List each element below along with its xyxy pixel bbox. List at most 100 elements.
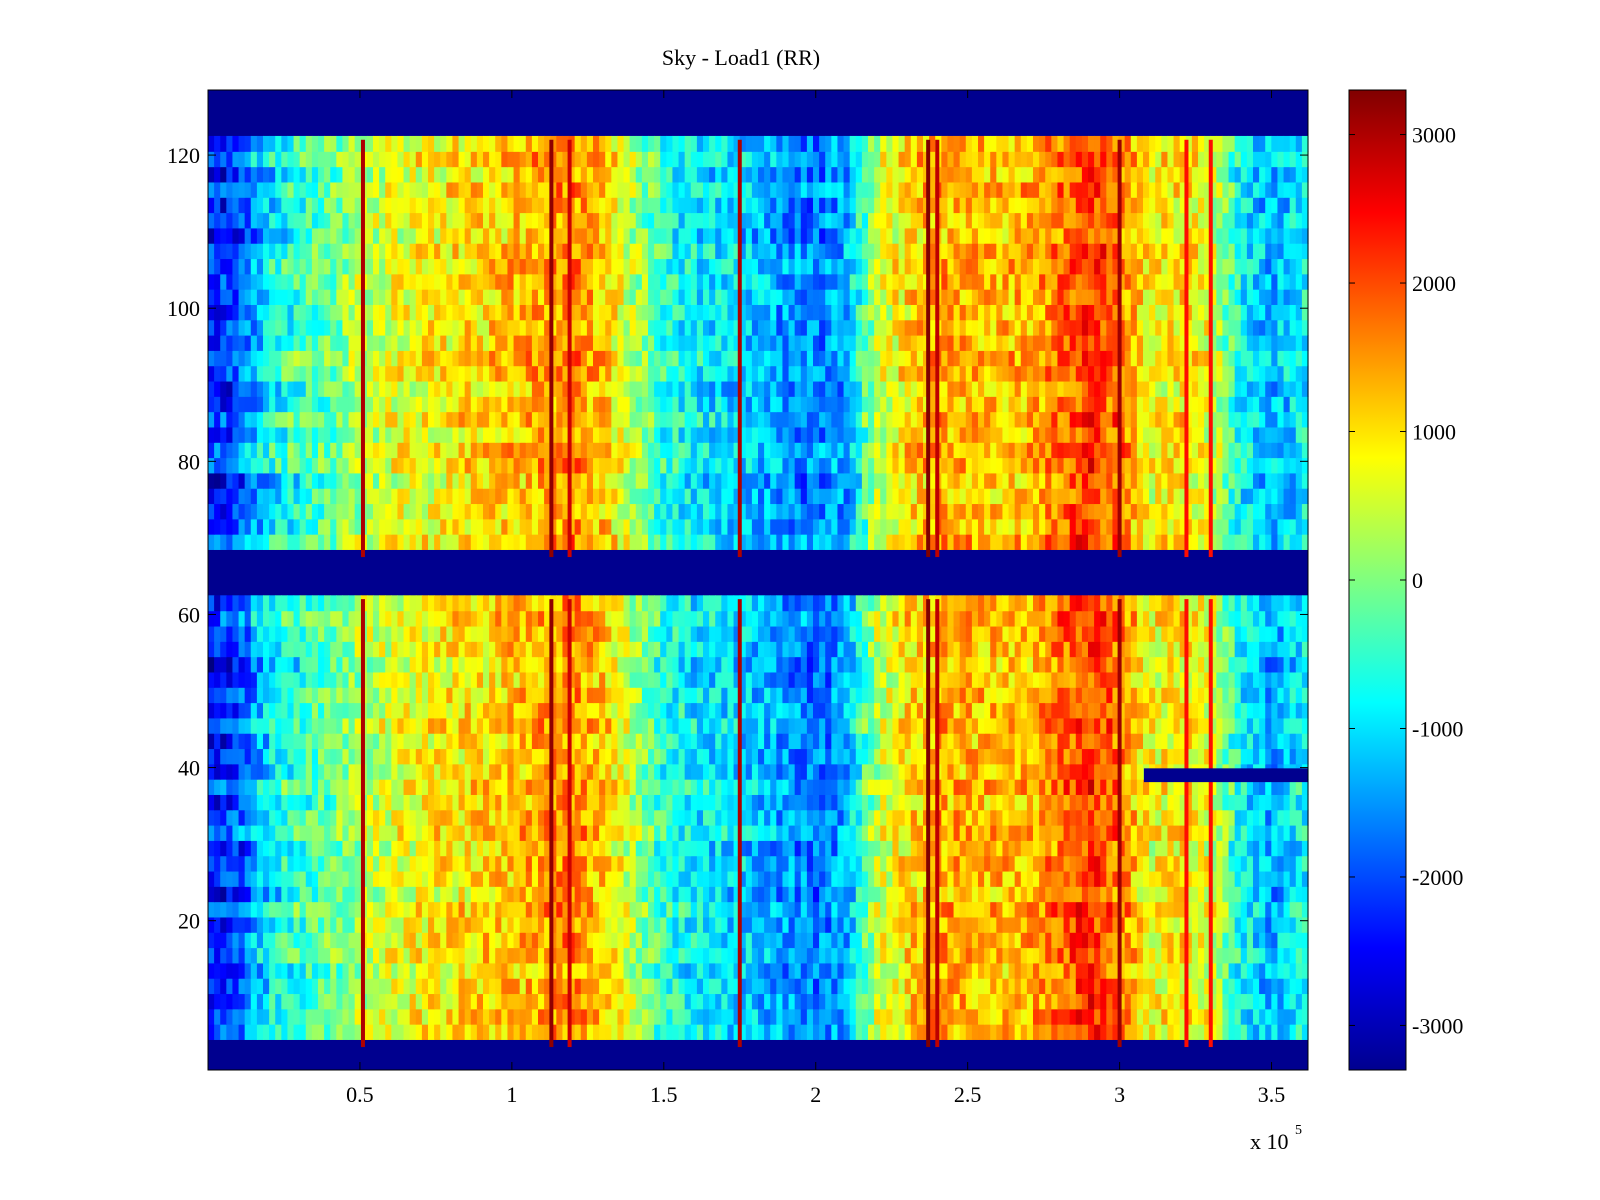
heatmap-cell [311,855,319,872]
heatmap-cell [238,671,246,688]
heatmap-cell [1008,702,1016,719]
heatmap-cell [348,748,356,765]
heatmap-cell [605,809,612,826]
heatmap-cell [1246,901,1254,918]
heatmap-cell [501,671,509,688]
heatmap-cell [263,610,270,627]
heatmap-cell [1057,1024,1065,1040]
heatmap-cell [452,763,460,780]
heatmap-cell [696,886,704,903]
heatmap-cell [1002,886,1010,903]
heatmap-cell [916,916,924,933]
heatmap-cell [593,779,600,795]
heatmap-cell [1185,932,1193,949]
heatmap-cell [758,656,765,673]
heatmap-cell [1112,779,1120,795]
heatmap-cell [593,855,600,872]
heatmap-cell [208,794,215,811]
heatmap-cell [446,916,454,933]
heatmap-cell [483,733,490,750]
heatmap-cell [1124,886,1132,903]
heatmap-cell [910,978,918,995]
heatmap-cell [849,886,857,903]
heatmap-cell [617,916,625,933]
heatmap-cell [1301,1024,1309,1040]
heatmap-cell [1088,870,1095,887]
heatmap-cell [1179,870,1187,887]
heatmap-cell [666,702,674,719]
heatmap-cell [959,870,967,887]
heatmap-cell [953,978,961,995]
heatmap-cell [220,993,227,1010]
heatmap-cell [1057,779,1065,795]
heatmap-cell [1271,733,1279,750]
heatmap-cell [941,748,949,765]
heatmap-cell [568,825,576,841]
heatmap-cell [611,610,619,627]
heatmap-cell [1240,855,1248,872]
heatmap-cell [916,656,924,673]
heatmap-cell [1277,671,1285,688]
heatmap-cell [1100,717,1107,734]
heatmap-cell [703,1024,710,1040]
heatmap-cell [1002,962,1010,979]
heatmap-cell [886,610,894,627]
heatmap-cell [562,901,570,918]
heatmap-cell [1106,671,1114,688]
heatmap-cell [849,702,857,719]
heatmap-cell [409,625,417,642]
heatmap-cell [379,1024,386,1040]
heatmap-cell [525,687,533,704]
heatmap-cell [990,748,997,765]
heatmap-cell [1118,993,1126,1010]
heatmap-cell [397,671,405,688]
heatmap-cell [483,932,490,949]
heatmap-cell [703,687,710,704]
heatmap-cell [336,1008,344,1025]
heatmap-cell [751,656,759,673]
heatmap-cell [1069,809,1077,826]
heatmap-cell [519,870,527,887]
heatmap-cell [397,993,405,1010]
heatmap-cell [648,993,655,1010]
heatmap-cell [861,962,869,979]
heatmap-cell [715,932,722,949]
heatmap-cell [1234,1008,1242,1025]
heatmap-cell [1045,1008,1052,1025]
heatmap-cell [1173,916,1181,933]
heatmap-cell [727,886,735,903]
heatmap-cell [1063,916,1071,933]
heatmap-cell [1277,809,1285,826]
heatmap-cell [428,978,435,995]
heatmap-cell [1002,748,1010,765]
heatmap-cell [1149,901,1156,918]
heatmap-cell [269,993,276,1010]
heatmap-cell [1234,687,1242,704]
heatmap-cell [336,947,344,964]
heatmap-cell [654,825,661,841]
heatmap-cell [1002,702,1010,719]
heatmap-cell [1106,748,1114,765]
heatmap-cell [342,809,350,826]
heatmap-cell [715,886,722,903]
heatmap-cell [929,671,936,688]
heatmap-cell [318,978,325,995]
heatmap-cell [342,840,350,857]
heatmap-cell [318,1008,325,1025]
heatmap-cell [379,794,386,811]
heatmap-cell [892,702,900,719]
heatmap-cell [788,962,796,979]
heatmap-cell [916,825,924,841]
heatmap-cell [861,794,869,811]
heatmap-cell [305,610,313,627]
heatmap-cell [617,733,625,750]
heatmap-cell [1228,702,1236,719]
heatmap-cell [299,840,307,857]
heatmap-cell [672,717,680,734]
heatmap-cell [776,717,784,734]
heatmap-cell [788,901,796,918]
heatmap-cell [220,809,227,826]
heatmap-cell [1167,993,1175,1010]
heatmap-cell [586,901,594,918]
heatmap-cell [745,671,753,688]
